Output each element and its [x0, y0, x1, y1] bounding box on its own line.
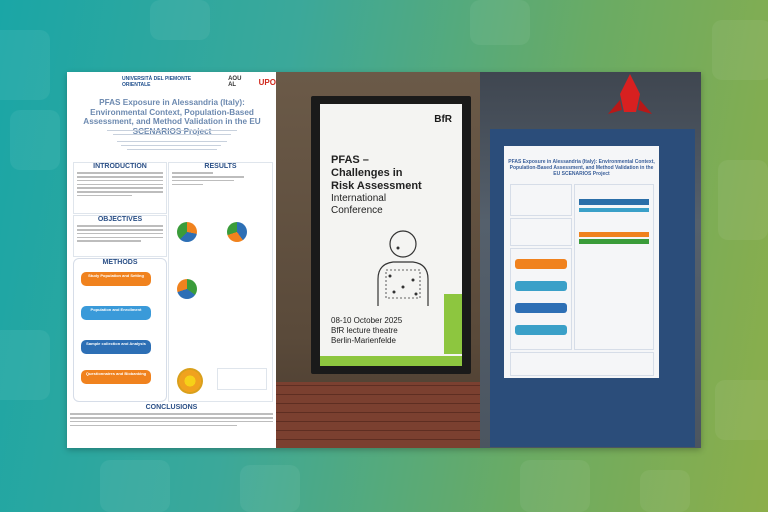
affiliation-line: [121, 145, 221, 147]
university-logo: UNIVERSITÀ DEL PIEMONTE ORIENTALE: [122, 76, 192, 88]
background-square: [10, 110, 60, 170]
background-square: [718, 160, 768, 240]
map-target-graphic: [177, 368, 203, 394]
results-pie-chart: [177, 222, 197, 242]
methods-step-1: Study Population and Setting: [81, 272, 151, 286]
affiliation-line: [117, 141, 227, 143]
objectives-section: OBJECTIVES: [73, 215, 167, 257]
results-pie-chart: [227, 222, 247, 242]
background-square: [712, 20, 768, 80]
author-line: [107, 130, 237, 132]
upo-logo: UPO: [258, 77, 276, 87]
conclusions-section: CONCLUSIONS: [67, 404, 276, 448]
qr-note-box: [217, 368, 267, 390]
conference-subtitle: International Conference: [331, 193, 387, 216]
background-square: [100, 460, 170, 512]
pinned-objectives-box: [510, 218, 572, 246]
author-line: [113, 134, 231, 136]
methods-step-3: Sample collection and Analysis: [81, 340, 151, 354]
methods-step-4: Questionnaires and Biobanking: [81, 370, 151, 384]
human-body-icon: [377, 230, 429, 306]
affiliation-line: [127, 149, 217, 151]
background-square: [0, 30, 50, 100]
photo-collage: UNIVERSITÀ DEL PIEMONTE ORIENTALE AOU AL…: [67, 72, 701, 448]
introduction-heading: INTRODUCTION: [93, 163, 147, 170]
poster-panel: UNIVERSITÀ DEL PIEMONTE ORIENTALE AOU AL…: [67, 72, 276, 448]
pinned-conclusions-box: [510, 352, 654, 376]
methods-step-2: Population and Enrollment: [81, 306, 151, 320]
conclusions-heading: CONCLUSIONS: [145, 404, 198, 411]
bfr-logo: BfR: [434, 114, 452, 125]
pinned-methods-box: [510, 248, 572, 350]
pinned-intro-box: [510, 184, 572, 216]
hospital-logo: AOU AL: [228, 76, 242, 88]
background-square: [715, 380, 768, 440]
green-accent: [444, 294, 462, 354]
pinned-results-box: [574, 184, 654, 350]
results-heading: RESULTS: [204, 163, 237, 170]
brick-wall: [276, 382, 480, 448]
background-square: [240, 465, 300, 512]
pinned-poster: PFAS Exposure in Alessandria (Italy): En…: [504, 146, 659, 378]
pinned-poster-title: PFAS Exposure in Alessandria (Italy): En…: [508, 159, 655, 177]
poster-logos: UNIVERSITÀ DEL PIEMONTE ORIENTALE AOU AL…: [122, 76, 276, 88]
rocket-decoration: [608, 74, 652, 114]
introduction-section: INTRODUCTION: [73, 162, 167, 214]
conference-slide: BfR PFAS – Challenges in Risk Assessment…: [320, 104, 462, 366]
background-square: [520, 460, 590, 512]
methods-heading: METHODS: [102, 259, 138, 266]
conference-date-venue: 08-10 October 2025 BfR lecture theatre B…: [331, 316, 403, 345]
objectives-heading: OBJECTIVES: [97, 216, 143, 223]
results-pie-chart: [177, 279, 197, 299]
background-square: [640, 470, 690, 512]
background-square: [470, 0, 530, 45]
conference-title: PFAS – Challenges in Risk Assessment: [331, 154, 422, 192]
display-monitor: BfR PFAS – Challenges in Risk Assessment…: [311, 96, 471, 374]
green-footer-bar: [320, 356, 462, 366]
conference-screen-photo: BfR PFAS – Challenges in Risk Assessment…: [276, 72, 480, 448]
background-square: [0, 330, 50, 400]
poster-board-photo: PFAS Exposure in Alessandria (Italy): En…: [480, 72, 701, 448]
background-square: [150, 0, 210, 40]
